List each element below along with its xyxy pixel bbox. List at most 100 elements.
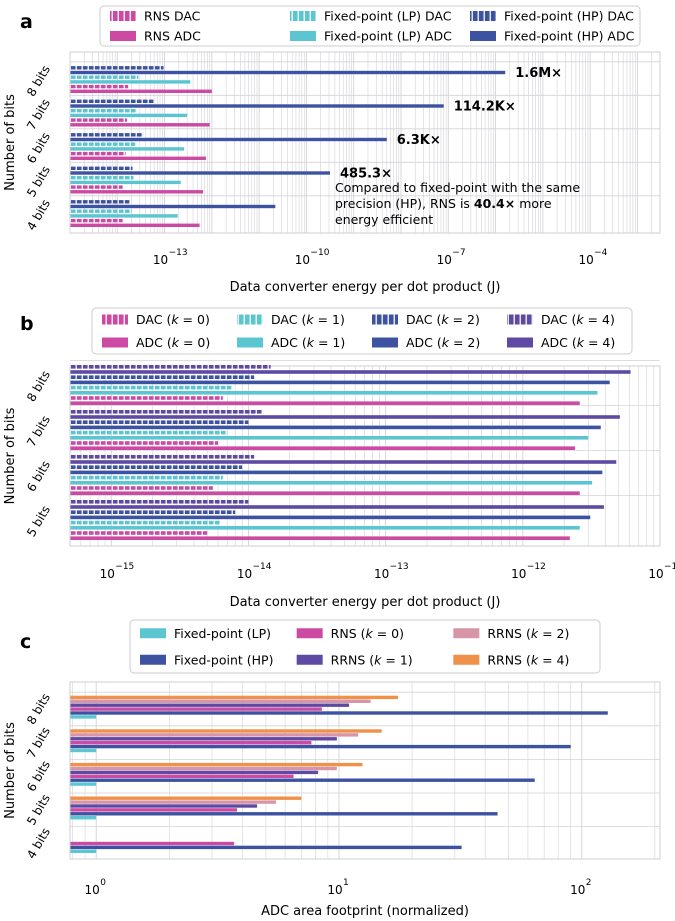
legend-label-k: k — [365, 626, 373, 641]
legend-item: Fixed-point (HP) ADC — [470, 29, 635, 44]
legend-item: RRNS (k = 2) — [453, 626, 569, 641]
bar-dac-k-2 — [70, 375, 255, 379]
legend-label-prefix: RNS ( — [331, 626, 366, 641]
x-tick-exponent: 2 — [586, 878, 592, 888]
bar-rns-adc — [70, 123, 210, 127]
bar-dac-k-2 — [70, 420, 249, 424]
bar-rrns-k-1 — [70, 770, 319, 775]
x-tick-base: 10 — [100, 567, 115, 581]
bar-fixed-point-hp-dac — [70, 166, 133, 170]
bar-adc-k-1 — [70, 436, 589, 440]
bar-rns-dac — [70, 84, 129, 89]
bar-dac-k-4 — [70, 455, 255, 459]
legend-swatch — [507, 314, 533, 325]
x-tick-exponent: 1 — [343, 878, 349, 888]
bar-fixed-point-lp-dac — [70, 142, 136, 146]
y-tick-label: 8 bits — [24, 63, 53, 99]
bar-annotation: 485.3× — [340, 166, 392, 181]
legend-item: Fixed-point (LP) DAC — [290, 9, 452, 24]
legend-label: Fixed-point (HP) DAC — [504, 9, 634, 24]
x-tick-label: 10 −4 — [579, 248, 608, 267]
legend-swatch — [237, 314, 263, 325]
legend-label-suffix: = 0) — [373, 626, 404, 641]
bar-adc-k-4 — [70, 415, 620, 419]
legend: RNS DAC RNS ADC Fixed-point (LP) DAC Fixed-… — [99, 5, 641, 47]
y-tick-label: 7 bits — [24, 725, 53, 761]
bar-rns-k-0 — [70, 774, 294, 778]
legend-label: Fixed-point (HP) — [174, 652, 273, 667]
legend-label-k: k — [442, 335, 450, 350]
x-tick-base: 10 — [570, 883, 585, 897]
legend-item: RNS ADC — [110, 29, 201, 44]
legend-label: ADC (k = 0) — [136, 335, 210, 350]
legend-label: RRNS (k = 4) — [487, 652, 569, 667]
bar-adc-k-1 — [70, 481, 593, 485]
legend-label-k: k — [172, 335, 180, 350]
legend-item: DAC (k = 2) — [372, 312, 480, 327]
legend-label-k: k — [374, 652, 382, 667]
legend-label: RNS ADC — [144, 29, 201, 44]
x-tick-base: 10 — [648, 567, 663, 581]
legend-label-suffix: = 4) — [584, 335, 615, 350]
bar-adc-k-4 — [70, 505, 604, 509]
bar-fixed-point-hp — [70, 778, 535, 782]
bar-rns-adc — [70, 223, 200, 227]
panel-letter: b — [20, 313, 34, 335]
note-line-2: precision (HP), RNS is 40.4× more — [335, 196, 552, 211]
bar-adc-k-0 — [70, 401, 580, 405]
x-tick-label: 10 −13 — [374, 562, 409, 581]
legend-label-suffix: = 1) — [314, 312, 345, 327]
x-tick-base: 10 — [85, 883, 100, 897]
y-tick-label: 8 bits — [24, 368, 53, 404]
legend-label-prefix: RRNS ( — [487, 652, 531, 667]
bar-dac-k-4 — [70, 500, 249, 504]
legend-swatch — [296, 628, 323, 639]
legend-item: ADC (k = 0) — [102, 335, 210, 350]
legend-label-prefix: Fixed-point (LP) — [174, 626, 271, 641]
x-tick-base: 10 — [579, 253, 594, 267]
legend-label-k: k — [531, 652, 539, 667]
bar-fixed-point-lp-adc — [70, 180, 181, 185]
bar-rns-k-0 — [70, 707, 322, 711]
legend-item: ADC (k = 2) — [372, 335, 480, 350]
bar-fixed-point-hp-dac — [70, 200, 130, 204]
panel-letter: c — [20, 631, 31, 653]
bar-fixed-point-lp-adc — [70, 113, 188, 118]
bar-dac-k-1 — [70, 430, 228, 435]
legend-swatch — [290, 31, 316, 41]
y-tick-label: 5 bits — [24, 792, 53, 828]
legend: Fixed-point (LP)Fixed-point (HP)RNS (k =… — [129, 619, 601, 674]
legend-label-prefix: DAC ( — [406, 312, 441, 327]
x-tick-exponent: −15 — [115, 562, 134, 572]
legend-label-suffix: = 4) — [538, 652, 569, 667]
legend-label-suffix: = 2) — [538, 626, 569, 641]
bar-adc-k-1 — [70, 526, 580, 530]
legend-swatch — [453, 654, 480, 665]
bar-dac-k-0 — [70, 441, 219, 445]
legend-label-suffix: = 2) — [449, 312, 480, 327]
x-tick-exponent: −7 — [452, 248, 465, 258]
legend-label-prefix: ADC ( — [541, 335, 577, 350]
y-tick-label: 4 bits — [24, 197, 53, 233]
bar-fixed-point-hp-adc — [70, 70, 506, 75]
legend-label: ADC (k = 4) — [541, 335, 615, 350]
bar-fixed-point-hp-adc — [70, 204, 276, 209]
bar-dac-k-1 — [70, 520, 220, 525]
legend-swatch — [507, 337, 533, 348]
legend-label-prefix: DAC ( — [541, 312, 576, 327]
bar-rrns-k-4 — [70, 796, 302, 800]
bar-fixed-point-hp-dac — [70, 66, 164, 70]
bar-dac-k-1 — [70, 385, 232, 390]
legend-label-k: k — [171, 312, 179, 327]
legend-swatch — [372, 337, 398, 348]
legend-swatch — [110, 31, 136, 41]
legend-label: RNS DAC — [144, 9, 201, 24]
x-tick-exponent: −10 — [310, 248, 329, 258]
bar-rrns-k-4 — [70, 729, 382, 733]
legend-label-suffix: = 0) — [179, 312, 210, 327]
legend-label-prefix: DAC ( — [136, 312, 171, 327]
bar-fixed-point-hp-adc — [70, 171, 330, 175]
